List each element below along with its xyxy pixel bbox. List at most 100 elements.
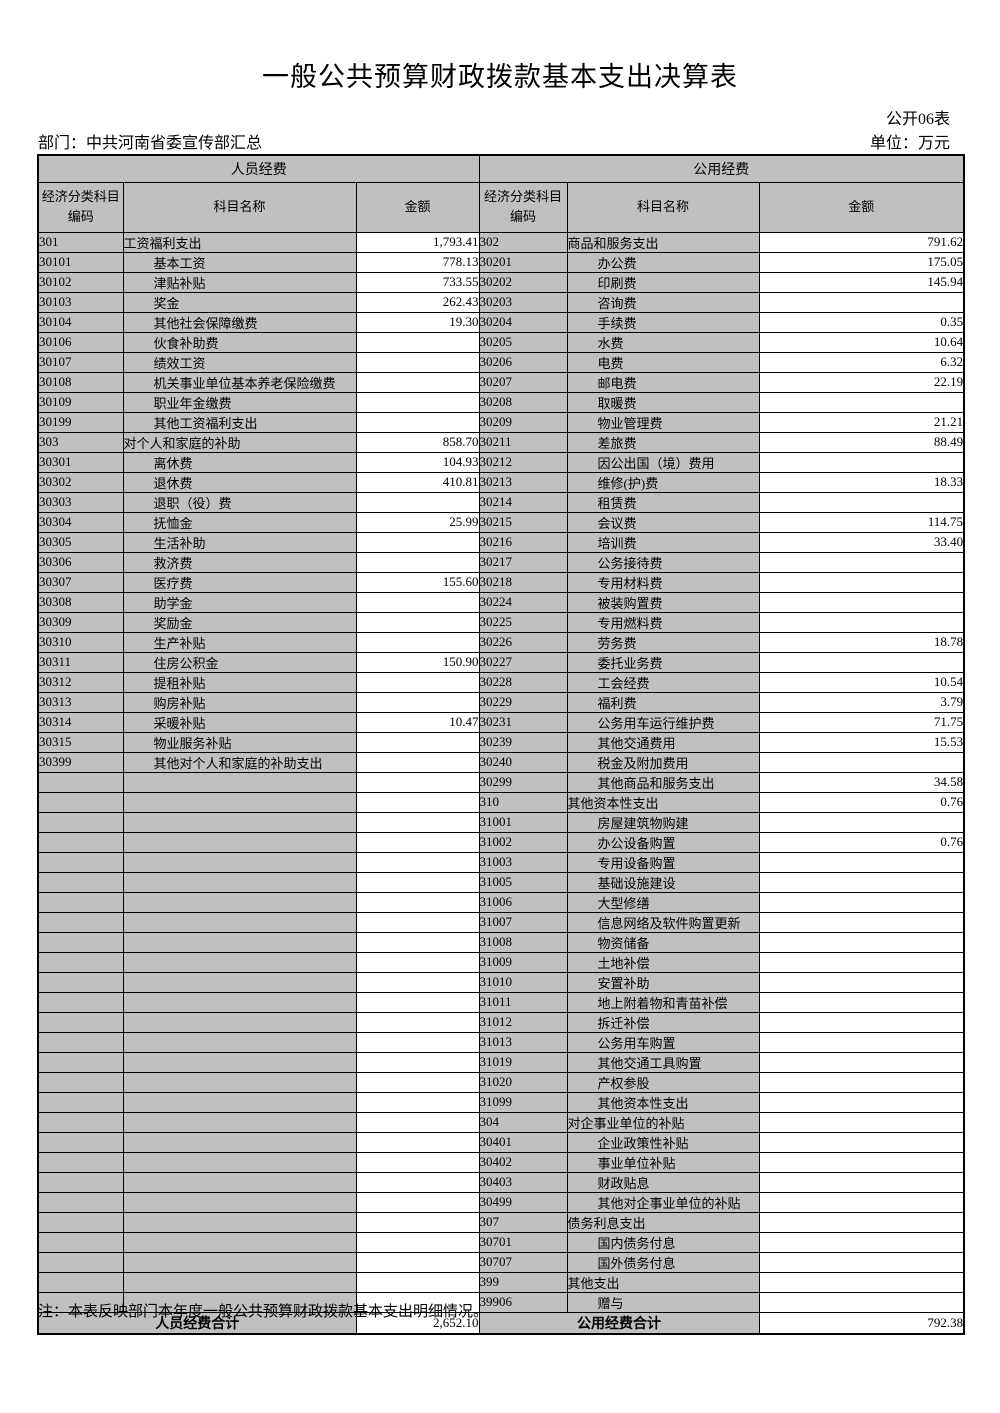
left-code-cell: 30306 [37, 551, 124, 573]
right-code-cell: 30228 [478, 671, 568, 693]
left-amount-cell: 19.30 [355, 311, 480, 333]
left-name-cell: 助学金 [122, 591, 357, 613]
table-row: 30107 绩效工资 30206 电费 6.32 [37, 351, 965, 373]
right-amount-cell [758, 1191, 965, 1213]
right-name-cell: 委托业务费 [566, 651, 760, 673]
left-code-cell [37, 831, 124, 853]
right-code-cell: 30205 [478, 331, 568, 353]
left-code-cell: 30101 [37, 251, 124, 273]
right-name-cell: 财政贴息 [566, 1171, 760, 1193]
table-row: 31002 办公设备购置 0.76 [37, 831, 965, 853]
left-name-cell: 伙食补助费 [122, 331, 357, 353]
right-name-cell: 拆迁补偿 [566, 1011, 760, 1033]
right-code-cell: 307 [478, 1211, 568, 1233]
table-row: 30701 国内债务付息 [37, 1231, 965, 1253]
left-code-cell [37, 1111, 124, 1133]
table-row: 303 对个人和家庭的补助 858.70 30211 差旅费 88.49 [37, 431, 965, 453]
public-group-header: 公用经费 [478, 154, 965, 183]
right-code-cell: 31008 [478, 931, 568, 953]
left-amount-cell [355, 1271, 480, 1293]
left-code-header-line1: 经济分类科目 [41, 189, 120, 204]
table-row: 30399 其他对个人和家庭的补助支出 30240 税金及附加费用 [37, 751, 965, 773]
table-row: 30104 其他社会保障缴费 19.30 30204 手续费 0.35 [37, 311, 965, 333]
left-name-cell [122, 951, 357, 973]
right-name-cell: 大型修缮 [566, 891, 760, 913]
right-code-cell: 30229 [478, 691, 568, 713]
right-name-cell: 地上附着物和青苗补偿 [566, 991, 760, 1013]
right-code-cell: 31002 [478, 831, 568, 853]
left-code-cell [37, 951, 124, 973]
left-name-cell [122, 1051, 357, 1073]
right-name-cell: 公务接待费 [566, 551, 760, 573]
left-code-cell: 30309 [37, 611, 124, 633]
left-code-cell [37, 1131, 124, 1153]
left-code-cell: 30307 [37, 571, 124, 593]
footnote: 注：本表反映部门本年度一般公共预算财政拨款基本支出明细情况。 [38, 1304, 489, 1320]
left-name-cell [122, 771, 357, 793]
right-code-cell: 31007 [478, 911, 568, 933]
left-amount-cell [355, 331, 480, 353]
left-code-cell [37, 1191, 124, 1213]
right-amount-cell [758, 1211, 965, 1233]
left-amount-cell: 104.93 [355, 451, 480, 473]
left-code-cell [37, 1171, 124, 1193]
left-name-cell: 物业服务补贴 [122, 731, 357, 753]
right-name-column-header: 科目名称 [566, 181, 760, 233]
right-name-cell: 对企事业单位的补贴 [566, 1111, 760, 1133]
left-amount-cell [355, 531, 480, 553]
right-code-cell: 30204 [478, 311, 568, 333]
table-row: 30106 伙食补助费 30205 水费 10.64 [37, 331, 965, 353]
left-code-cell [37, 891, 124, 913]
table-row: 31099 其他资本性支出 [37, 1091, 965, 1113]
right-name-cell: 债务利息支出 [566, 1211, 760, 1233]
right-code-cell: 31006 [478, 891, 568, 913]
right-code-cell: 30707 [478, 1251, 568, 1273]
right-name-cell: 咨询费 [566, 291, 760, 313]
table-row: 31012 拆迁补偿 [37, 1011, 965, 1033]
right-amount-cell [758, 611, 965, 633]
left-name-cell: 其他对个人和家庭的补助支出 [122, 751, 357, 773]
right-code-column-header: 经济分类科目 编码 [478, 181, 568, 233]
right-code-cell: 31010 [478, 971, 568, 993]
left-code-cell [37, 1091, 124, 1113]
left-name-cell: 住房公积金 [122, 651, 357, 673]
right-name-cell: 办公设备购置 [566, 831, 760, 853]
left-code-cell: 30302 [37, 471, 124, 493]
left-code-cell [37, 1231, 124, 1253]
right-name-cell: 其他商品和服务支出 [566, 771, 760, 793]
left-name-cell: 离休费 [122, 451, 357, 473]
right-amount-cell [758, 1071, 965, 1093]
left-amount-cell [355, 1171, 480, 1193]
left-code-cell: 30310 [37, 631, 124, 653]
left-amount-cell [355, 791, 480, 813]
left-code-cell [37, 931, 124, 953]
table-row: 30303 退职（役）费 30214 租赁费 [37, 491, 965, 513]
table-row: 307 债务利息支出 [37, 1211, 965, 1233]
right-code-cell: 30201 [478, 251, 568, 273]
right-amount-cell: 33.40 [758, 531, 965, 553]
table-row: 30306 救济费 30217 公务接待费 [37, 551, 965, 573]
left-amount-cell [355, 371, 480, 393]
table-row: 31019 其他交通工具购置 [37, 1051, 965, 1073]
left-name-cell: 退休费 [122, 471, 357, 493]
left-name-cell: 其他工资福利支出 [122, 411, 357, 433]
personnel-total-label: 人员经费合计 [37, 1311, 357, 1335]
left-code-cell: 30315 [37, 731, 124, 753]
department-label: 部门：中共河南省委宣传部汇总 [38, 135, 263, 152]
budget-table-container: 人员经费 公用经费 经济分类科目 编码 科目名称 金额 经济分类科目 编码 科目… [37, 154, 966, 1335]
left-code-cell: 30399 [37, 751, 124, 773]
left-name-cell: 其他社会保障缴费 [122, 311, 357, 333]
right-code-cell: 30401 [478, 1131, 568, 1153]
left-name-cell: 绩效工资 [122, 351, 357, 373]
left-code-cell [37, 771, 124, 793]
left-code-cell: 30303 [37, 491, 124, 513]
left-amount-cell [355, 1111, 480, 1133]
left-name-cell [122, 1231, 357, 1253]
table-row: 30707 国外债务付息 [37, 1251, 965, 1273]
right-code-cell: 31013 [478, 1031, 568, 1053]
right-amount-cell: 71.75 [758, 711, 965, 733]
left-name-cell [122, 1071, 357, 1093]
left-amount-cell [355, 1211, 480, 1233]
left-amount-cell: 155.60 [355, 571, 480, 593]
right-amount-cell: 22.19 [758, 371, 965, 393]
